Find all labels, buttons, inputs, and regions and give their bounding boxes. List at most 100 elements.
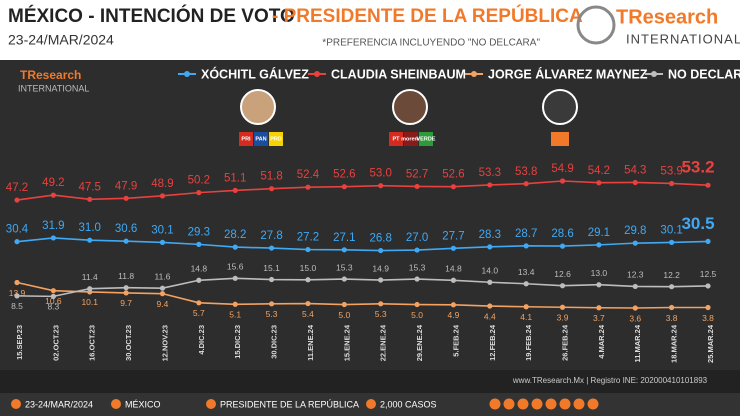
data-label: 26.8 [369,233,391,245]
data-point [50,288,56,294]
portrait [240,89,276,125]
data-label: 52.6 [442,169,464,181]
data-label: 5.4 [302,309,314,319]
data-point [487,279,493,285]
data-label: 30.1 [151,224,173,236]
data-point [596,180,602,186]
x-tick-label: 30.DIC.23 [270,325,279,359]
data-point [669,284,675,290]
x-tick-label: 15.SEP.23 [15,325,24,360]
data-point [705,304,711,311]
footer-item: 23-24/MAR/2024 [25,399,93,409]
data-point [523,304,529,310]
legend-label: CLAUDIA SHEINBAUM [331,67,466,81]
data-point [196,241,202,247]
data-label: 3.7 [593,313,605,323]
data-point [523,181,529,187]
data-label: 11.4 [82,272,98,282]
data-label: 28.2 [224,229,246,241]
party-logo [269,132,283,146]
x-tick-label: 4.MAR.24 [597,324,606,359]
social-icon [503,398,515,410]
x-tick-label: 15.ENE.24 [342,324,351,361]
data-label: 12.5 [700,269,717,279]
data-point [414,183,420,190]
series-line [16,237,709,252]
x-tick-label: 26.FEB.24 [561,324,570,361]
data-point [341,301,347,308]
legend-label: JORGE ÁLVAREZ MAYNEZ [488,66,648,81]
data-point [559,178,566,184]
data-point [196,190,202,196]
party-logo [404,132,418,146]
footer-icon [111,399,121,409]
note: *PREFERENCIA INCLUYENDO "NO DELCARA" [322,38,540,49]
data-point [50,293,56,299]
data-label: 53.0 [369,168,391,180]
data-point [268,245,275,251]
logo-sub: INTERNATIONAL [18,83,89,93]
data-point [450,245,457,251]
data-point [341,184,347,190]
data-point [559,283,566,289]
data-label: 47.9 [115,180,137,192]
x-tick-label: 4.DIC.23 [197,325,206,355]
data-label: 8.5 [11,301,23,311]
chart-panel [0,60,740,370]
data-point [705,238,711,245]
data-point [341,247,347,253]
data-point [414,276,420,282]
data-label: 13.4 [518,267,535,277]
data-point [523,243,529,249]
data-label: 27.8 [260,230,282,242]
data-label: 5.3 [375,309,387,319]
data-point [232,244,238,250]
data-point [50,235,56,241]
data-label: 3.8 [702,313,714,323]
footer-item: 2,000 CASOS [380,399,437,409]
data-label: 11.6 [155,271,171,281]
data-label: 12.3 [627,270,644,280]
data-point [232,275,238,281]
party-logo [551,132,569,146]
x-tick-label: 22.ENE.24 [379,324,388,361]
data-label: 13.9 [9,288,26,298]
data-label: 12.6 [554,269,571,279]
x-tick-label: 11.ENE.24 [306,324,315,361]
data-label: 11.8 [118,271,134,281]
footer-icon [11,399,21,409]
data-label: 52.6 [333,169,355,181]
data-point [632,240,638,246]
data-point [268,301,275,307]
data-label: 15.3 [336,262,353,272]
data-label: 13.0 [591,268,608,278]
x-tick-label: 30.OCT.23 [124,325,133,361]
data-point [305,184,311,190]
party-name: PRI [241,136,251,142]
social-icon [489,398,501,410]
data-point [123,238,129,244]
data-point [487,244,493,250]
data-point [50,192,56,198]
data-label: 5.3 [266,309,278,319]
data-label: 3.8 [666,313,678,323]
data-label: 15.6 [227,262,244,272]
data-point [159,193,166,199]
data-label: 14.0 [482,266,499,276]
data-label: 30.6 [115,223,137,235]
data-point [123,290,129,296]
data-point [305,246,311,253]
party-name: PT [392,136,400,142]
data-label: 53.3 [479,167,501,179]
series-line [16,180,709,201]
data-label: 54.2 [588,165,610,177]
data-label: 4.1 [520,312,532,322]
title-accent: - PRESIDENTE DE LA REPÚBLICA [272,5,583,27]
social-icon [517,398,529,410]
data-point [232,301,238,307]
data-label: 52.7 [406,168,428,180]
data-point [196,300,202,306]
data-label: 5.1 [229,310,241,320]
data-point [196,277,202,283]
